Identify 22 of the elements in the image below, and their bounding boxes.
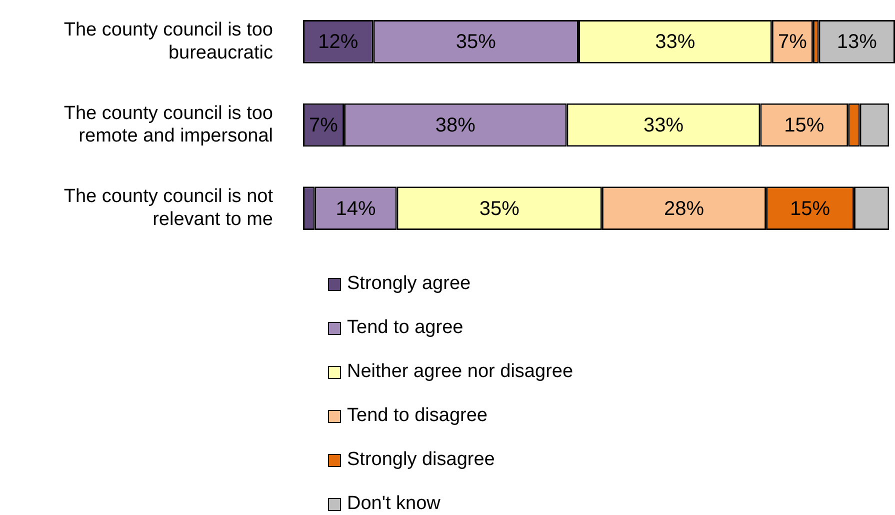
data-label: 33% — [643, 114, 684, 137]
data-label: 14% — [336, 198, 376, 220]
legend-label: Strongly agree — [347, 273, 471, 295]
data-label: 7% — [778, 31, 808, 54]
data-label: 15% — [790, 198, 830, 220]
legend-label: Strongly disagree — [347, 449, 495, 471]
legend-label: Tend to agree — [347, 317, 464, 339]
data-label: 7% — [309, 114, 338, 137]
legend-label: Don't know — [347, 493, 440, 515]
data-label: 33% — [655, 31, 696, 54]
data-label: 35% — [479, 198, 520, 220]
legend-label: Neither agree nor disagree — [347, 361, 574, 383]
legend-label: Tend to disagree — [347, 405, 488, 427]
data-label: 35% — [456, 31, 496, 54]
y-tick-label: The county council is too remote and impersonal — [64, 102, 273, 147]
data-label: 38% — [435, 114, 476, 137]
y-tick-label: The county council is not relevant to me — [64, 186, 274, 230]
data-label: 12% — [318, 31, 358, 54]
data-label: 13% — [836, 31, 878, 54]
y-tick-label: The county council is too bureaucratic — [64, 20, 273, 64]
data-label: 28% — [664, 198, 704, 220]
data-label: 15% — [784, 114, 824, 137]
